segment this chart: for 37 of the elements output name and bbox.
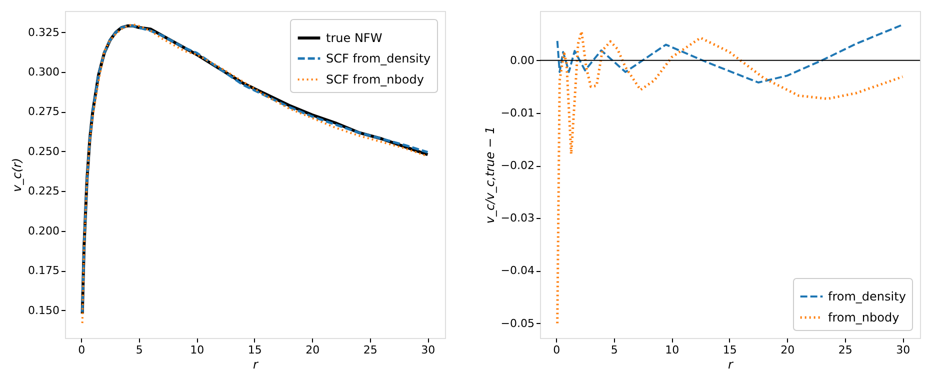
y-tick-label: −0.02 [500, 159, 534, 172]
y-tick-label: 0.225 [28, 184, 60, 198]
x-tick-label: 30 [896, 344, 910, 356]
x-axis-title: r [253, 358, 260, 372]
y-tick-label: 0.200 [28, 224, 60, 238]
y-axis-title: v_c(r) [10, 158, 24, 192]
x-tick-label: 25 [363, 344, 378, 356]
x-tick-label: 25 [838, 344, 852, 356]
x-tick-label: 20 [780, 344, 795, 356]
x-tick-label: 15 [722, 344, 737, 356]
legend-label: SCF from_density [326, 52, 431, 66]
x-tick-label: 20 [306, 344, 320, 356]
y-tick-label: 0.175 [28, 264, 60, 278]
legend-label: true NFW [326, 31, 382, 45]
x-tick-label: 30 [421, 344, 436, 356]
x-tick-label: 10 [190, 344, 204, 356]
y-tick-label: 0.325 [28, 26, 60, 39]
legend-label: from_density [828, 290, 906, 304]
x-tick-label: 5 [136, 344, 143, 356]
x-tick-label: 5 [610, 344, 618, 356]
y-tick-label: −0.03 [500, 212, 534, 225]
y-axis-title: v_c/v_c,true − 1 [482, 126, 497, 224]
x-tick-label: 15 [248, 344, 262, 356]
y-tick-label: −0.01 [500, 106, 534, 120]
legend-label: SCF from_nbody [326, 72, 424, 86]
y-tick-label: 0.150 [28, 304, 60, 317]
y-tick-label: −0.05 [500, 316, 534, 330]
y-tick-label: 0.00 [510, 54, 534, 67]
x-tick-label: 0 [78, 344, 86, 356]
x-tick-label: 10 [665, 344, 680, 356]
y-tick-label: 0.275 [28, 105, 60, 118]
y-tick-label: −0.04 [500, 264, 534, 278]
x-tick-label: 0 [553, 344, 560, 356]
x-axis-title: r [728, 358, 734, 372]
legend-label: from_nbody [828, 310, 900, 324]
y-tick-label: 0.300 [28, 66, 60, 79]
y-tick-label: 0.250 [28, 144, 60, 158]
